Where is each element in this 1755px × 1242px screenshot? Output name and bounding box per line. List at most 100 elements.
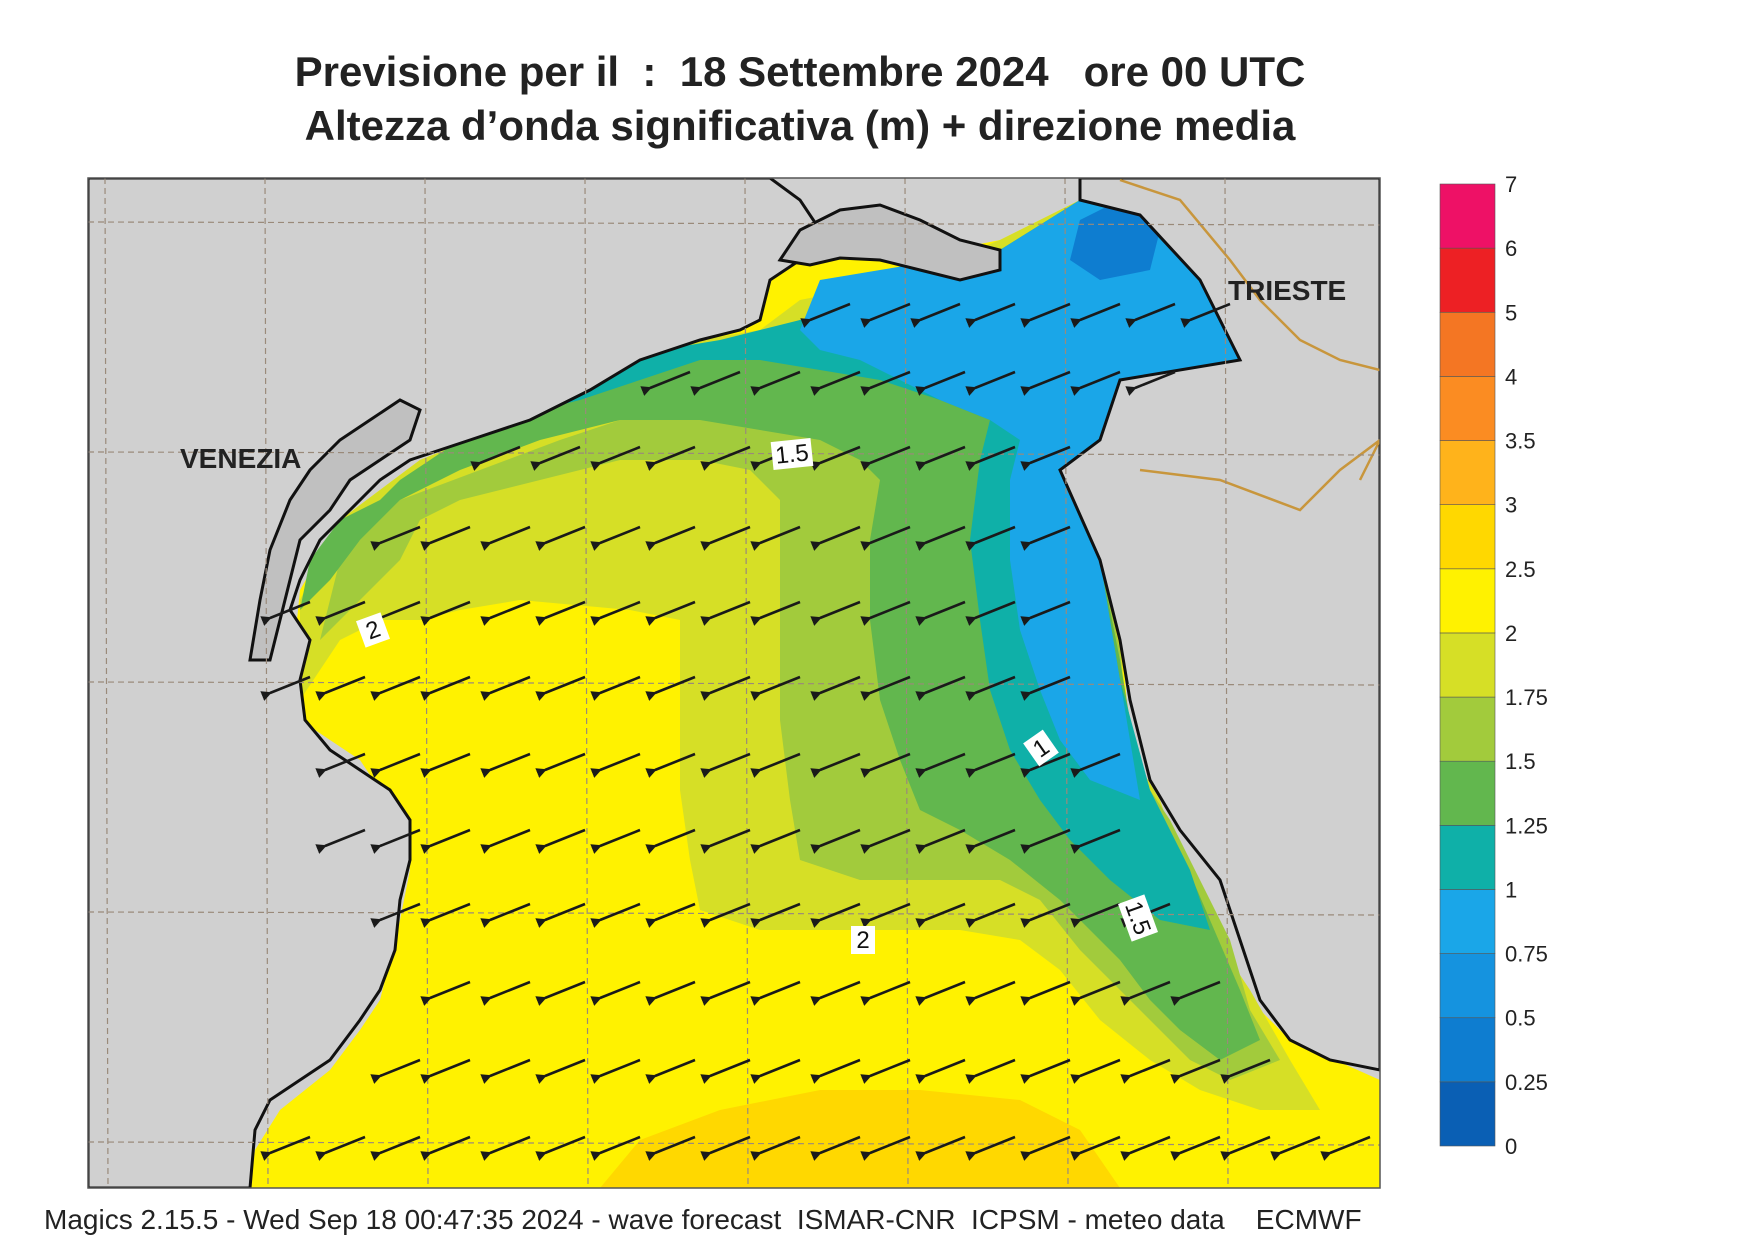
wave-arrow (645, 980, 696, 1006)
wave-arrow (1070, 980, 1121, 1006)
wave-arrow (1070, 752, 1121, 778)
wave-arrow (810, 902, 861, 928)
wave-arrow (910, 302, 961, 328)
sea-zone-0.75-1 (800, 200, 1240, 800)
wave-arrow (1170, 980, 1221, 1006)
colorbar-swatch (1439, 889, 1496, 954)
wave-arrow (965, 370, 1016, 396)
wave-arrow (535, 980, 586, 1006)
wave-arrow (370, 828, 421, 854)
sea-zone-0.5-0.75 (1070, 200, 1160, 280)
wave-arrow (1120, 980, 1171, 1006)
wave-arrow (370, 675, 421, 701)
wave-arrow (690, 370, 741, 396)
colorbar-tick-label: 0 (1505, 1134, 1517, 1159)
wave-arrow (810, 525, 861, 551)
wave-arrow (860, 752, 911, 778)
wave-arrow (860, 600, 911, 626)
wave-arrow (640, 370, 691, 396)
colorbar-tick-label: 0.75 (1505, 942, 1548, 967)
wave-arrow (1070, 1135, 1121, 1161)
wave-arrow (965, 980, 1016, 1006)
city-label-venezia: VENEZIA (180, 443, 301, 474)
colorbar-legend: 0 0.25 0.5 0.75 1 1.25 1.5 1.75 2 2.5 3 3.5 4 5 6 7 (1439, 172, 1548, 1159)
wave-arrow (480, 600, 531, 626)
wave-arrow (915, 1058, 966, 1084)
wave-arrow (590, 675, 641, 701)
wave-arrow (645, 1058, 696, 1084)
wave-arrow (700, 675, 751, 701)
colorbar-tick-label: 1.5 (1505, 749, 1536, 774)
wave-arrow (645, 1135, 696, 1161)
wave-arrow (535, 675, 586, 701)
colorbar-swatch (1439, 247, 1496, 313)
wave-arrow (1020, 1058, 1071, 1084)
wave-arrow (1020, 902, 1071, 928)
wave-arrow (480, 752, 531, 778)
wave-arrow (810, 980, 861, 1006)
wave-arrow (420, 828, 471, 854)
wave-arrow (420, 675, 471, 701)
map-frame (87, 177, 1381, 1189)
wave-arrow (420, 980, 471, 1006)
wave-arrow (535, 1135, 586, 1161)
wave-arrow (590, 828, 641, 854)
wave-arrow (315, 675, 366, 701)
wave-arrow (700, 902, 751, 928)
colorbar-tick-label: 6 (1505, 236, 1517, 261)
wave-arrow (700, 1135, 751, 1161)
wave-arrow (370, 1135, 421, 1161)
wave-arrow (590, 752, 641, 778)
wave-arrow (1070, 828, 1121, 854)
colorbar-tick-label: 4 (1505, 364, 1517, 389)
wave-arrow (700, 525, 751, 551)
wave-arrow (810, 370, 861, 396)
footer-credits: Magics 2.15.5 - Wed Sep 18 00:47:35 2024… (44, 1204, 1362, 1235)
colorbar-tick-label: 3 (1505, 493, 1517, 518)
colorbar-swatch (1439, 311, 1496, 377)
wave-arrow (1020, 752, 1071, 778)
wave-arrow (1125, 370, 1176, 396)
wave-arrow (965, 525, 1016, 551)
wave-arrow (750, 1135, 801, 1161)
colorbar-swatch (1439, 568, 1496, 634)
wave-arrow (645, 828, 696, 854)
colorbar-tick-label: 7 (1505, 172, 1517, 197)
wave-arrow (965, 600, 1016, 626)
wave-arrow (750, 828, 801, 854)
colorbar-tick-label: 1.75 (1505, 685, 1548, 710)
wave-arrow (1020, 302, 1071, 328)
colorbar-tick-label: 2.5 (1505, 557, 1536, 582)
svg-text:2: 2 (856, 927, 869, 954)
wave-arrow (535, 828, 586, 854)
wave-arrow (530, 445, 581, 471)
wave-arrow (480, 1135, 531, 1161)
city-label-trieste: TRIESTE (1228, 275, 1346, 306)
wave-arrow (965, 1135, 1016, 1161)
wave-arrow (915, 1135, 966, 1161)
wave-arrow (535, 525, 586, 551)
wave-arrow (860, 828, 911, 854)
wave-arrow (480, 525, 531, 551)
wave-arrow (860, 445, 911, 471)
colorbar-tick-label: 5 (1505, 300, 1517, 325)
wave-arrow (1220, 1135, 1271, 1161)
wave-arrow (1120, 1058, 1171, 1084)
colorbar-tick-label: 3.5 (1505, 429, 1536, 454)
national-border (1119, 178, 1380, 512)
wave-arrow (860, 370, 911, 396)
wave-arrow (645, 600, 696, 626)
colorbar-swatch (1439, 376, 1496, 441)
wave-arrow (535, 1058, 586, 1084)
wave-arrow (480, 1058, 531, 1084)
wave-arrow (965, 752, 1016, 778)
wave-arrow (645, 902, 696, 928)
wave-arrow (535, 752, 586, 778)
wave-arrow (700, 1058, 751, 1084)
wave-arrow (420, 752, 471, 778)
wave-arrow (1020, 1135, 1071, 1161)
wave-arrow (1270, 1135, 1321, 1161)
wave-arrow (420, 1135, 471, 1161)
wave-arrow (1070, 302, 1121, 328)
wave-arrow (860, 1135, 911, 1161)
